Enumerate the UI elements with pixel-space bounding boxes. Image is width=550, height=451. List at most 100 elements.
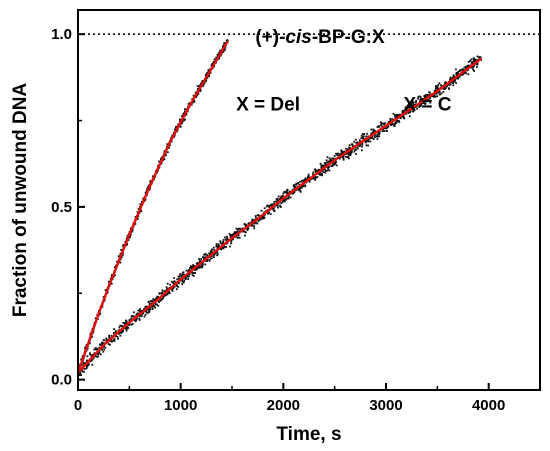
data-point <box>220 247 223 249</box>
data-point <box>393 114 396 116</box>
data-point <box>350 151 353 154</box>
data-point <box>425 95 428 98</box>
data-point <box>235 227 238 230</box>
data-point <box>176 278 179 281</box>
data-point <box>120 325 123 328</box>
data-point <box>136 218 139 220</box>
data-point <box>178 275 181 277</box>
data-point <box>466 65 469 68</box>
data-point <box>257 220 260 222</box>
data-point <box>133 315 135 318</box>
data-point <box>96 348 99 351</box>
data-point <box>215 244 218 247</box>
data-point <box>241 230 244 233</box>
data-point <box>195 262 198 265</box>
data-point <box>330 159 333 162</box>
data-point <box>279 196 282 199</box>
data-point <box>125 328 128 330</box>
data-point <box>371 137 374 139</box>
data-point <box>439 93 442 96</box>
data-point <box>183 110 186 113</box>
data-point <box>262 214 265 217</box>
data-point <box>265 205 268 208</box>
data-point <box>420 97 422 100</box>
data-point <box>179 119 182 122</box>
data-point <box>173 128 176 131</box>
data-point <box>455 68 457 71</box>
data-point <box>314 168 317 171</box>
data-point <box>188 275 190 278</box>
data-point <box>236 228 239 231</box>
data-point <box>314 169 317 172</box>
data-point <box>299 186 302 189</box>
data-point <box>215 243 218 246</box>
data-point <box>116 260 118 263</box>
x-tick-label: 4000 <box>472 397 505 414</box>
data-point <box>196 267 199 270</box>
data-point <box>318 172 321 175</box>
data-point <box>93 352 96 355</box>
data-point <box>230 242 233 245</box>
data-point <box>356 146 359 149</box>
data-point <box>144 306 147 308</box>
data-point <box>361 145 363 148</box>
data-point <box>354 148 357 151</box>
x-tick-label: 2000 <box>267 397 300 414</box>
data-point <box>138 319 141 321</box>
data-point <box>144 313 147 316</box>
data-point <box>128 319 131 322</box>
data-point <box>281 194 284 197</box>
data-point <box>355 153 357 155</box>
data-point <box>222 45 224 48</box>
data-point <box>255 221 258 224</box>
data-point <box>166 282 169 285</box>
data-point <box>429 101 432 104</box>
data-point <box>372 128 375 131</box>
data-point <box>463 71 466 74</box>
data-point <box>222 247 225 250</box>
data-point <box>192 94 195 97</box>
data-point <box>464 66 467 68</box>
data-point <box>156 296 158 299</box>
data-point <box>333 163 336 166</box>
data-point <box>216 253 219 256</box>
data-point <box>412 101 415 104</box>
data-point <box>409 111 412 114</box>
data-point <box>147 185 150 187</box>
data-point <box>363 133 366 135</box>
data-point <box>97 355 99 358</box>
data-point <box>137 208 140 210</box>
data-point <box>110 340 113 343</box>
data-point <box>348 151 351 154</box>
data-point <box>125 322 128 325</box>
data-point <box>338 157 341 160</box>
data-point <box>122 322 125 324</box>
data-point <box>402 115 404 118</box>
data-point <box>404 106 407 109</box>
data-point <box>254 215 257 217</box>
data-point <box>409 109 412 112</box>
data-point <box>374 134 377 137</box>
data-point <box>263 207 266 210</box>
data-point <box>408 115 411 118</box>
data-point <box>322 171 325 174</box>
data-point <box>300 180 303 183</box>
data-point <box>440 84 442 87</box>
data-point <box>143 307 146 310</box>
title-suffix: -BP-G:X <box>312 27 385 48</box>
data-point <box>234 231 237 234</box>
y-axis-title: Fraction of unwound DNA <box>10 83 31 318</box>
data-point <box>406 107 409 110</box>
y-tick-label: 0.5 <box>51 199 72 216</box>
data-point <box>155 298 157 301</box>
data-point <box>433 95 436 98</box>
data-point <box>314 178 316 181</box>
data-point <box>434 86 437 88</box>
data-point <box>268 211 271 214</box>
data-point <box>340 149 343 152</box>
data-point <box>344 147 347 150</box>
data-point <box>387 121 390 124</box>
data-point <box>149 180 152 183</box>
data-point <box>209 71 212 74</box>
data-point <box>317 168 320 171</box>
